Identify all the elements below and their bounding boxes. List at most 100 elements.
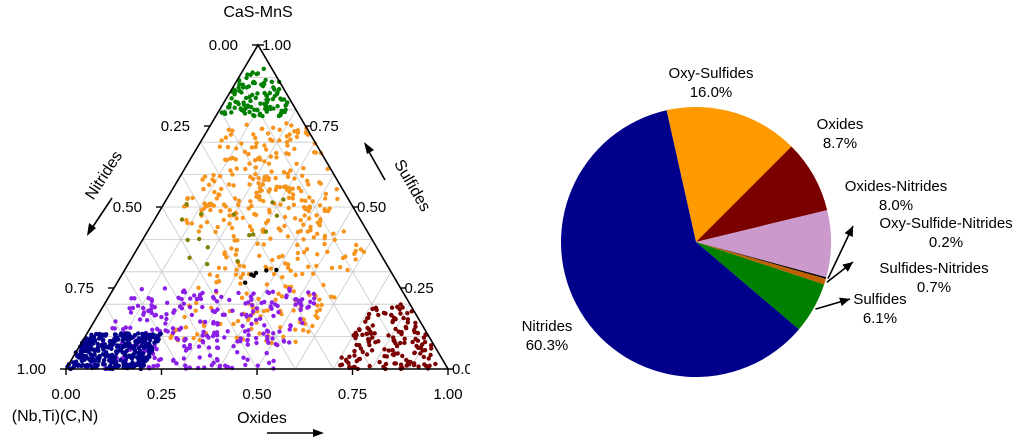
data-point xyxy=(354,242,359,248)
data-point xyxy=(281,97,287,102)
data-point xyxy=(240,85,246,90)
ternary-ticks: 0.00 0.25 0.50 0.75 1.00 0.00 0.25 0.50 0.75 1.00… xyxy=(17,37,470,403)
data-point xyxy=(222,110,227,115)
slice-label: Oxides xyxy=(817,116,864,133)
data-point xyxy=(390,319,395,325)
data-point xyxy=(269,169,274,174)
data-point xyxy=(428,343,434,348)
data-point xyxy=(221,217,226,223)
data-point xyxy=(200,333,205,338)
data-point xyxy=(247,94,252,100)
data-point xyxy=(305,178,310,183)
data-point xyxy=(269,340,274,346)
data-point xyxy=(322,208,327,214)
data-point xyxy=(92,338,98,343)
data-point xyxy=(294,297,299,302)
grid-line xyxy=(294,239,373,370)
data-point xyxy=(248,98,253,104)
data-point xyxy=(261,308,267,314)
data-point xyxy=(255,107,260,113)
data-point xyxy=(347,354,352,359)
data-point xyxy=(152,305,157,310)
data-point xyxy=(291,308,296,313)
data-point xyxy=(110,338,116,344)
data-point xyxy=(298,307,303,313)
data-point xyxy=(314,213,319,218)
slice-label: Nitrides xyxy=(522,318,573,335)
data-point xyxy=(214,196,219,201)
axis-arrow-right xyxy=(364,142,386,181)
axis-label-right: Sulfides xyxy=(390,157,433,215)
data-point xyxy=(81,353,86,359)
data-point xyxy=(249,145,255,150)
slice-label: Oxy-Sulfide-Nitrides xyxy=(879,215,1012,232)
slice-percent: 0.7% xyxy=(917,279,951,296)
data-point xyxy=(306,264,311,269)
data-point xyxy=(277,329,282,334)
data-point xyxy=(149,310,154,315)
data-point xyxy=(255,71,261,76)
data-point xyxy=(206,182,212,187)
data-point xyxy=(366,337,371,342)
data-point xyxy=(194,296,200,302)
data-point xyxy=(298,218,303,223)
data-point xyxy=(263,229,269,234)
pie-slice xyxy=(696,242,826,285)
data-point xyxy=(84,344,90,350)
grid-line xyxy=(161,206,258,370)
data-point xyxy=(185,237,190,243)
data-point xyxy=(255,241,260,246)
vertex-left-label: (Nb,Ti)(C,N) xyxy=(12,408,99,425)
data-point xyxy=(370,335,375,340)
data-point xyxy=(124,362,129,368)
data-point xyxy=(170,326,176,331)
data-point xyxy=(398,311,403,316)
data-point xyxy=(152,340,157,345)
data-point xyxy=(185,196,190,202)
data-point xyxy=(176,295,181,300)
data-point xyxy=(317,307,323,312)
grid-line xyxy=(142,239,220,370)
data-point xyxy=(244,314,249,319)
data-point xyxy=(242,149,248,154)
data-point xyxy=(338,363,343,368)
data-point xyxy=(140,331,145,337)
tick-label-bottom: 0.00 xyxy=(51,386,80,403)
data-point xyxy=(202,174,208,179)
data-point xyxy=(234,146,239,151)
axis-label-left: Nitrides xyxy=(82,148,126,203)
data-point xyxy=(235,100,240,105)
tick-label-bottom: 0.25 xyxy=(147,386,176,403)
data-point xyxy=(311,291,317,297)
data-point xyxy=(87,347,93,352)
data-point xyxy=(364,331,370,336)
data-point xyxy=(285,265,291,270)
data-point xyxy=(377,359,382,365)
data-point xyxy=(206,345,212,350)
data-point xyxy=(96,348,101,353)
data-point xyxy=(96,336,102,341)
data-point xyxy=(233,272,239,277)
data-point xyxy=(266,161,272,166)
data-point xyxy=(234,267,239,272)
data-point xyxy=(214,330,220,335)
axis-arrow-left xyxy=(87,197,113,236)
data-point xyxy=(243,95,249,101)
data-point xyxy=(202,319,208,325)
data-point xyxy=(315,252,320,257)
data-point xyxy=(308,224,313,230)
data-point xyxy=(172,308,177,313)
data-point xyxy=(338,265,343,270)
data-point xyxy=(256,296,261,302)
data-point xyxy=(382,347,387,352)
data-point xyxy=(182,344,187,349)
data-point xyxy=(358,346,364,351)
data-point xyxy=(292,176,297,181)
data-point xyxy=(390,347,395,353)
data-point xyxy=(268,137,273,142)
leader-arrowhead xyxy=(839,297,850,307)
pie-labels: Oxy-Sulfides 16.0% Oxides 8.7% Oxides-Nitrid… xyxy=(522,65,1013,354)
data-point xyxy=(95,362,101,368)
data-point xyxy=(293,302,298,307)
slice-percent: 8.0% xyxy=(879,197,913,214)
